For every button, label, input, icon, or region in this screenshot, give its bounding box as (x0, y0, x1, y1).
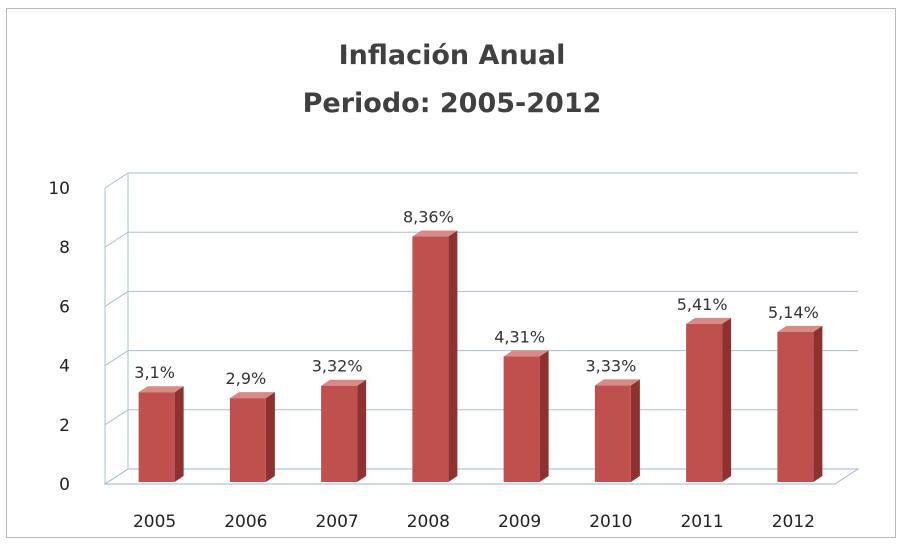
bar-top (594, 379, 640, 386)
data-label: 3,32% (312, 357, 363, 376)
bar-top (412, 230, 458, 237)
gridline (104, 231, 858, 248)
gridline (104, 409, 858, 426)
bar (412, 236, 449, 482)
data-label: 8,36% (403, 208, 454, 227)
gridline (104, 172, 858, 189)
bar-side (357, 379, 367, 482)
bar (321, 385, 358, 482)
y-tick-label: 6 (59, 297, 70, 317)
bar-side (722, 317, 732, 482)
y-tick-label: 0 (59, 475, 70, 495)
bar-side (630, 379, 640, 482)
data-label: 3,1% (134, 363, 175, 382)
bar-top (321, 379, 367, 386)
y-tick-label: 2 (59, 416, 70, 436)
bar-top (686, 317, 732, 324)
bar-side (448, 230, 458, 482)
bar (138, 392, 175, 482)
chart-title: Inflación Anual (338, 40, 566, 71)
y-tick-label: 4 (59, 357, 70, 377)
gridline (104, 350, 858, 367)
y-tick-label: 8 (59, 238, 70, 258)
bar (229, 398, 266, 482)
bar-top (777, 325, 823, 332)
x-tick-label: 2009 (498, 512, 541, 532)
data-label: 2,9% (226, 369, 267, 388)
bar (594, 385, 631, 482)
bar-side (813, 325, 823, 482)
x-tick-label: 2007 (315, 512, 358, 532)
bar (686, 323, 723, 482)
chart-floor (103, 468, 860, 485)
bar-side (265, 392, 275, 482)
data-label: 4,31% (494, 327, 545, 346)
x-tick-label: 2005 (133, 512, 176, 532)
chart-subtitle: Periodo: 2005-2012 (302, 88, 602, 119)
x-tick-label: 2008 (407, 512, 450, 532)
data-label: 5,41% (677, 295, 728, 314)
y-tick-label: 10 (48, 179, 70, 199)
gridline (104, 290, 858, 307)
bar-side (174, 386, 184, 482)
x-tick-label: 2012 (772, 512, 815, 532)
x-tick-label: 2011 (680, 512, 723, 532)
data-label: 5,14% (768, 303, 819, 322)
bar (503, 356, 540, 482)
data-label: 3,33% (585, 356, 636, 375)
x-tick-label: 2010 (589, 512, 632, 532)
bar-top (138, 386, 184, 393)
bar-side (539, 350, 549, 482)
bar-top (503, 350, 549, 357)
bar-top (229, 392, 275, 399)
bar (777, 331, 814, 482)
x-tick-label: 2006 (224, 512, 267, 532)
